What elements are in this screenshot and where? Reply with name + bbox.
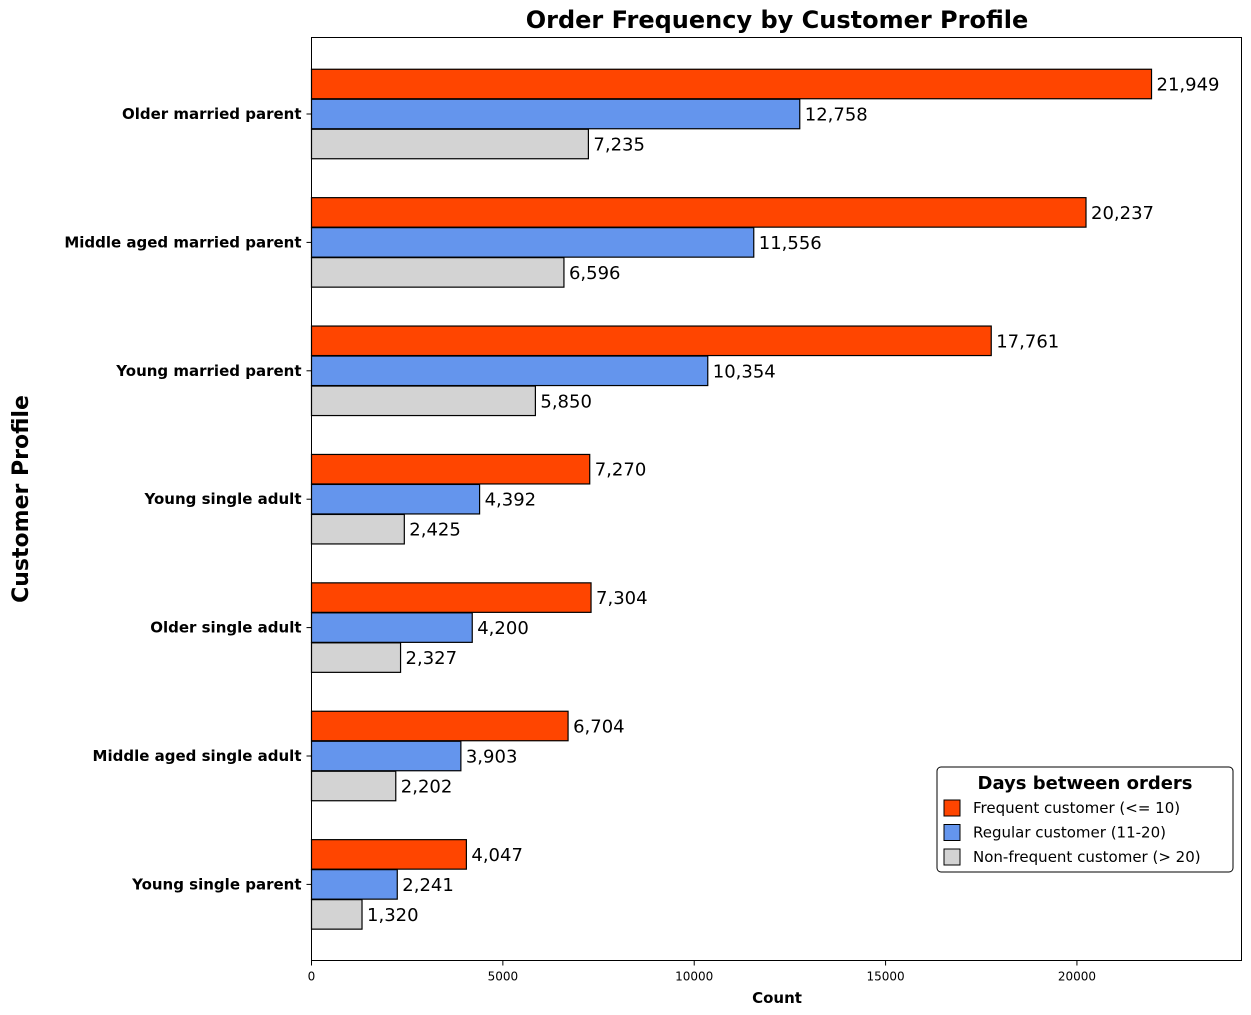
bar-young-single-parent-regular-customer-11-20 [310, 869, 398, 900]
bar-older-single-adult-frequent-customer-10 [310, 582, 592, 613]
bar-older-single-adult-regular-customer-11-20 [310, 612, 473, 643]
bar-young-married-parent-non-frequent-customer-20 [310, 385, 536, 417]
chart-title: Order Frequency by Customer Profile [526, 6, 1029, 34]
value-label: 7,235 [593, 135, 645, 156]
value-label: 12,758 [805, 105, 868, 126]
plot-marks: 0 5000 10000 15000 20000 Older married parent… [64, 68, 1220, 984]
value-label: 7,270 [595, 460, 647, 481]
legend-box [936, 766, 1234, 873]
value-label: 17,761 [996, 331, 1059, 352]
value-label: 7,304 [596, 588, 648, 609]
value-label: 2,327 [406, 648, 458, 669]
legend-label: Regular customer (11-20) [973, 824, 1166, 842]
bar-older-married-parent-regular-customer-11-20 [310, 98, 801, 130]
category-label-middle-aged-married-parent: Middle aged married parent [64, 233, 301, 251]
bar-young-single-parent-non-frequent-customer-20 [310, 899, 363, 930]
bar-middle-aged-single-adult-non-frequent-customer-20 [310, 770, 397, 802]
bar-middle-aged-married-parent-frequent-customer-10 [310, 197, 1087, 228]
bar-young-married-parent-regular-customer-11-20 [310, 355, 709, 387]
x-tick-label: 15000 [866, 970, 904, 984]
bar-older-married-parent-frequent-customer-10 [310, 68, 1153, 100]
legend-label: Non-frequent customer (> 20) [973, 848, 1201, 866]
bar-middle-aged-married-parent-non-frequent-customer-20 [310, 257, 565, 288]
value-label: 11,556 [759, 233, 822, 254]
bar-middle-aged-single-adult-regular-customer-11-20 [310, 740, 462, 772]
category-label-young-single-adult: Young single adult [144, 490, 302, 508]
legend-title: Days between orders [978, 773, 1193, 794]
value-label: 4,200 [477, 618, 529, 639]
y-axis-label: Customer Profile [9, 395, 34, 603]
category-label-young-single-parent: Young single parent [131, 875, 301, 893]
value-label: 5,850 [540, 391, 592, 412]
value-label: 2,425 [409, 520, 461, 541]
category-label-older-single-adult: Older single adult [150, 619, 301, 637]
bar-young-married-parent-frequent-customer-10 [310, 325, 992, 357]
value-label: 3,903 [466, 747, 518, 768]
bar-older-single-adult-non-frequent-customer-20 [310, 642, 402, 673]
value-label: 4,047 [471, 845, 523, 866]
value-label: 2,241 [402, 875, 454, 896]
bar-young-single-adult-regular-customer-11-20 [310, 483, 481, 515]
legend-swatch-frequent-customer-10 [943, 799, 961, 817]
value-label: 10,354 [713, 361, 776, 382]
value-label: 2,202 [401, 777, 453, 798]
value-label: 6,596 [569, 263, 621, 284]
bar-young-single-adult-frequent-customer-10 [310, 453, 591, 485]
category-label-older-married-parent: Older married parent [122, 105, 302, 123]
x-tick-label: 10000 [675, 970, 713, 984]
legend: Days between orders Frequent customer (<… [936, 766, 1234, 873]
value-label: 1,320 [367, 905, 419, 926]
plot-frame [311, 37, 1242, 961]
value-label: 21,949 [1157, 75, 1220, 96]
x-axis-label: Count [752, 989, 802, 1007]
x-tick-label: 0 [308, 970, 316, 984]
x-tick-label: 20000 [1058, 970, 1096, 984]
category-label-young-married-parent: Young married parent [115, 362, 301, 380]
legend-swatch-non-frequent-customer-20 [943, 848, 961, 866]
value-label: 20,237 [1091, 203, 1154, 224]
bar-young-single-parent-frequent-customer-10 [310, 839, 467, 870]
bar-middle-aged-single-adult-frequent-customer-10 [310, 710, 569, 742]
value-label: 6,704 [573, 717, 625, 738]
bar-middle-aged-married-parent-regular-customer-11-20 [310, 227, 755, 258]
value-label: 4,392 [485, 490, 537, 511]
bar-older-married-parent-non-frequent-customer-20 [310, 128, 589, 160]
bar-young-single-adult-non-frequent-customer-20 [310, 513, 405, 545]
category-label-middle-aged-single-adult: Middle aged single adult [93, 747, 302, 765]
legend-label: Frequent customer (<= 10) [973, 799, 1180, 817]
legend-swatch-regular-customer-11-20 [943, 824, 961, 841]
x-tick-label: 5000 [488, 970, 519, 984]
